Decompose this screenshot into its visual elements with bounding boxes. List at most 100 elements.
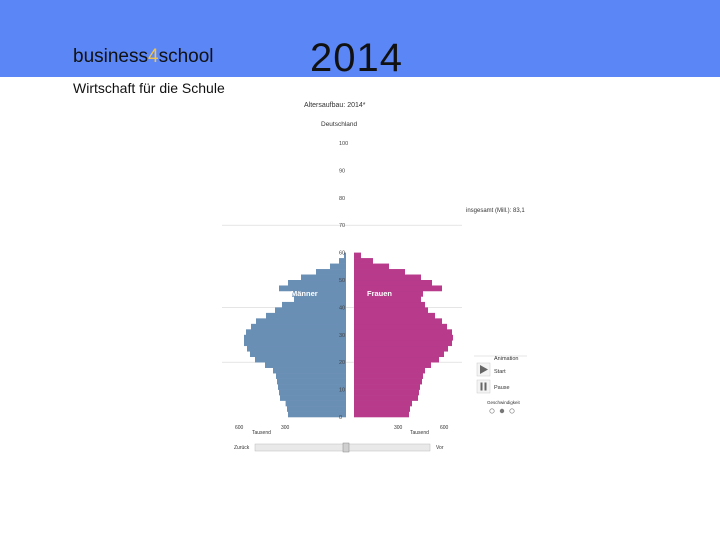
male-bar-age-16 bbox=[273, 367, 346, 374]
male-bar-age-42 bbox=[294, 296, 346, 303]
male-bar-age-6 bbox=[280, 395, 346, 401]
age-axis: 0 10 20 30 40 50 60 70 80 90 100 bbox=[339, 141, 348, 421]
male-bar-age-24 bbox=[247, 345, 346, 352]
pause-button-label: Pause bbox=[494, 385, 510, 391]
pause-icon-right bbox=[484, 382, 487, 391]
male-bar-age-2 bbox=[287, 406, 346, 412]
female-bar-age-58 bbox=[354, 252, 361, 259]
female-bar-age-2 bbox=[354, 406, 410, 412]
female-bar-age-18 bbox=[354, 362, 431, 368]
female-bar-age-56 bbox=[354, 258, 373, 264]
animation-panel-title: Animation bbox=[494, 356, 518, 362]
pause-icon-left bbox=[480, 382, 483, 391]
female-bar-age-26 bbox=[354, 340, 452, 347]
female-bar-age-42 bbox=[354, 296, 421, 303]
age-tick-50: 50 bbox=[339, 278, 345, 284]
male-bar-age-30 bbox=[246, 329, 346, 336]
speed-option-slow[interactable] bbox=[489, 408, 495, 414]
male-bar-age-0 bbox=[288, 411, 346, 418]
female-bar-age-10 bbox=[354, 384, 420, 390]
year-slider-handle[interactable] bbox=[342, 442, 350, 453]
female-bar-age-20 bbox=[354, 356, 439, 363]
tagline: Wirtschaft für die Schule bbox=[73, 80, 225, 96]
male-bar-age-4 bbox=[285, 400, 346, 407]
brand-logo: business4school bbox=[73, 46, 214, 68]
female-bar-age-32 bbox=[354, 323, 447, 330]
female-bar-age-6 bbox=[354, 395, 418, 401]
series-label-female: Frauen bbox=[367, 289, 392, 298]
age-tick-60: 60 bbox=[339, 251, 345, 257]
male-bar-age-46 bbox=[279, 285, 346, 292]
female-bar-age-24 bbox=[354, 345, 448, 352]
male-bar-age-40 bbox=[282, 301, 346, 308]
male-bar-age-22 bbox=[250, 351, 346, 358]
age-tick-90: 90 bbox=[339, 168, 345, 174]
start-button[interactable]: Start bbox=[476, 362, 506, 377]
male-bar-age-10 bbox=[278, 384, 346, 390]
male-bar-age-18 bbox=[265, 362, 346, 368]
header-band bbox=[0, 0, 720, 77]
age-tick-0: 0 bbox=[339, 415, 342, 421]
female-bars bbox=[354, 252, 453, 418]
female-bar-age-34 bbox=[354, 318, 442, 325]
slider-back-label[interactable]: Zurück bbox=[234, 445, 250, 451]
female-bar-age-44 bbox=[354, 290, 423, 297]
female-bar-age-14 bbox=[354, 373, 423, 379]
male-bar-age-38 bbox=[275, 307, 346, 314]
female-bar-age-28 bbox=[354, 334, 453, 341]
x-tick-left-600: 600 bbox=[235, 425, 244, 431]
x-tick-right-600: 600 bbox=[440, 425, 449, 431]
brand-prefix: business bbox=[73, 46, 148, 67]
total-population-label: insgesamt (Mill.): 83,1 bbox=[466, 208, 525, 214]
female-bar-age-22 bbox=[354, 351, 444, 358]
female-bar-age-52 bbox=[354, 269, 405, 275]
age-tick-20: 20 bbox=[339, 360, 345, 366]
male-bar-age-26 bbox=[244, 340, 346, 347]
female-bar-age-0 bbox=[354, 411, 409, 418]
male-bars bbox=[244, 252, 346, 418]
male-bar-age-34 bbox=[256, 318, 346, 325]
brand-suffix: school bbox=[158, 46, 214, 67]
chart-title: Altersaufbau: 2014* bbox=[304, 102, 366, 109]
male-bar-age-8 bbox=[279, 389, 346, 396]
male-bar-age-48 bbox=[288, 280, 346, 286]
female-bar-age-36 bbox=[354, 312, 435, 319]
female-bar-age-38 bbox=[354, 307, 428, 314]
chart-subtitle: Deutschland bbox=[321, 121, 358, 128]
speed-option-medium[interactable] bbox=[499, 408, 505, 414]
x-unit-left: Tausend bbox=[252, 430, 271, 436]
female-bar-age-4 bbox=[354, 400, 412, 407]
female-bar-age-54 bbox=[354, 263, 389, 270]
male-bar-age-52 bbox=[316, 269, 346, 275]
male-bar-age-14 bbox=[276, 373, 346, 379]
female-bar-age-46 bbox=[354, 285, 442, 292]
start-button-label: Start bbox=[494, 369, 506, 375]
male-bar-age-56 bbox=[339, 258, 346, 264]
x-tick-left-300: 300 bbox=[281, 425, 290, 431]
x-unit-right: Tausend bbox=[410, 430, 429, 436]
pause-button[interactable]: Pause bbox=[476, 379, 510, 394]
age-tick-10: 10 bbox=[339, 388, 345, 394]
age-tick-100: 100 bbox=[339, 141, 348, 147]
slide-year: 2014 bbox=[310, 36, 403, 80]
male-bar-age-20 bbox=[255, 356, 346, 363]
male-bar-age-12 bbox=[277, 378, 346, 385]
female-bar-age-48 bbox=[354, 280, 432, 286]
male-bar-age-50 bbox=[301, 274, 346, 281]
year-slider-track[interactable] bbox=[254, 443, 431, 452]
age-tick-40: 40 bbox=[339, 305, 345, 311]
age-tick-80: 80 bbox=[339, 196, 345, 202]
brand-digit: 4 bbox=[148, 46, 159, 67]
male-bar-age-28 bbox=[244, 334, 346, 341]
male-bar-age-32 bbox=[251, 323, 346, 330]
male-bar-age-36 bbox=[266, 312, 346, 319]
female-bar-age-30 bbox=[354, 329, 452, 336]
female-bar-age-40 bbox=[354, 301, 425, 308]
age-tick-70: 70 bbox=[339, 223, 345, 229]
slider-forward-label[interactable]: Vor bbox=[436, 445, 444, 451]
speed-option-fast[interactable] bbox=[509, 408, 515, 414]
male-bar-age-54 bbox=[330, 263, 346, 270]
male-bar-age-58 bbox=[344, 252, 346, 259]
male-bar-age-44 bbox=[292, 290, 346, 297]
